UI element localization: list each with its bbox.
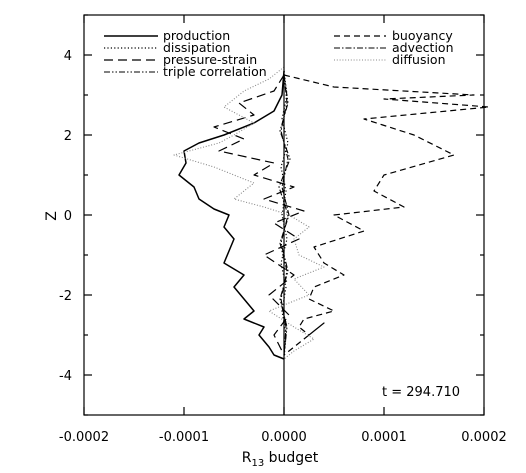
legend: productiondissipationpressure-straintrip… [104, 28, 454, 79]
series-pressure-strain [213, 74, 305, 356]
x-tick-label-neg0.0001: -0.0001 [159, 430, 209, 445]
x-tick-label-0.0002: 0.0002 [461, 430, 507, 445]
legend-label-buoyancy: buoyancy [392, 28, 453, 43]
series-layer [173, 66, 490, 360]
series-production [178, 70, 285, 360]
y-tick-label-4: 4 [64, 49, 72, 64]
x-axis-title-subscript: 13 [251, 458, 264, 469]
legend-label-diffusion: diffusion [392, 52, 446, 67]
time-annotation: t = 294.710 [382, 385, 460, 400]
legend-label-pressure-strain: pressure-strain [163, 52, 257, 67]
y-tick-label-neg4: -4 [59, 369, 72, 384]
axis-ticks: -0.0002 -0.0001 0.0000 0.0001 0.0002 -4 -2 0 2 4 [59, 14, 507, 445]
y-tick-label-2: 2 [64, 129, 72, 144]
legend-label-production: production [163, 28, 230, 43]
x-axis-title-rest: budget [264, 450, 319, 466]
x-tick-label-neg0.0002: -0.0002 [59, 430, 109, 445]
x-tick-label-0.0001: 0.0001 [361, 430, 407, 445]
y-tick-label-neg2: -2 [59, 289, 72, 304]
x-axis-title: R13 budget [242, 450, 319, 469]
legend-label-dissipation: dissipation [163, 40, 230, 55]
series-dissipation [280, 70, 289, 360]
series-diffusion [173, 66, 325, 360]
x-axis-title-main: R [242, 450, 252, 466]
y-tick-label-0: 0 [64, 209, 72, 224]
x-tick-label-0: 0.0000 [261, 430, 307, 445]
y-axis-title: Z [44, 211, 60, 221]
legend-label-triple-correlation: triple correlation [163, 64, 267, 79]
legend-label-advection: advection [392, 40, 454, 55]
